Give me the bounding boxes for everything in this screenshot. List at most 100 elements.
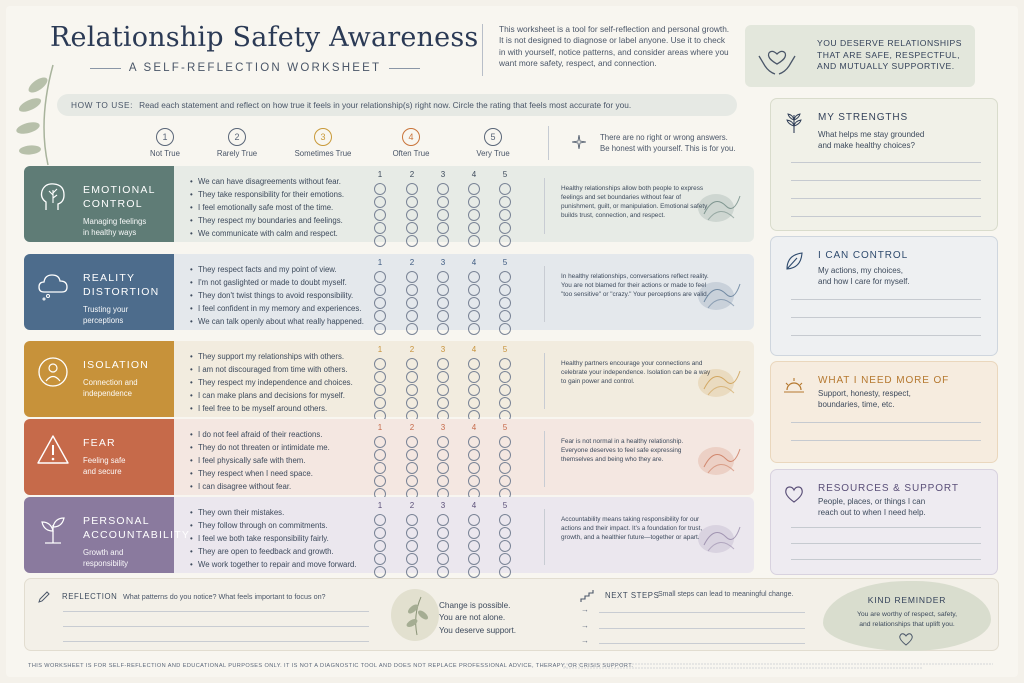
rating-circle[interactable]: [437, 297, 449, 309]
rating-circle[interactable]: [437, 235, 449, 247]
writing-line[interactable]: [791, 559, 981, 560]
rating-circle[interactable]: [406, 371, 418, 383]
rating-circle[interactable]: [374, 297, 386, 309]
rating-circle[interactable]: [374, 271, 386, 283]
rating-circle[interactable]: [499, 566, 511, 578]
rating-circle[interactable]: [499, 553, 511, 565]
rating-circle[interactable]: [406, 462, 418, 474]
rating-circle[interactable]: [499, 475, 511, 487]
writing-line[interactable]: [791, 317, 981, 318]
rating-circle[interactable]: [406, 475, 418, 487]
rating-circle[interactable]: [499, 297, 511, 309]
reflection-line[interactable]: [63, 611, 369, 612]
writing-line[interactable]: [791, 216, 981, 217]
rating-circle[interactable]: [406, 297, 418, 309]
rating-circle[interactable]: [468, 196, 480, 208]
rating-circle[interactable]: [374, 566, 386, 578]
rating-circle[interactable]: [437, 436, 449, 448]
rating-circle[interactable]: [437, 384, 449, 396]
rating-circle[interactable]: [406, 514, 418, 526]
rating-circle[interactable]: [374, 397, 386, 409]
rating-circle[interactable]: [374, 449, 386, 461]
rating-circle[interactable]: [437, 566, 449, 578]
rating-circle[interactable]: [468, 566, 480, 578]
rating-circle[interactable]: [499, 196, 511, 208]
rating-circle[interactable]: [499, 271, 511, 283]
rating-circle[interactable]: [468, 540, 480, 552]
rating-circle[interactable]: [437, 527, 449, 539]
rating-circle[interactable]: [374, 196, 386, 208]
next-step-line[interactable]: [599, 643, 805, 644]
rating-circle[interactable]: [406, 271, 418, 283]
rating-circle[interactable]: [406, 449, 418, 461]
rating-circle[interactable]: [499, 397, 511, 409]
rating-circle[interactable]: [406, 222, 418, 234]
rating-circle[interactable]: [468, 371, 480, 383]
writing-line[interactable]: [791, 543, 981, 544]
rating-circle[interactable]: [468, 183, 480, 195]
rating-circle[interactable]: [437, 209, 449, 221]
rating-circle[interactable]: [468, 449, 480, 461]
rating-circle[interactable]: [406, 553, 418, 565]
rating-circle[interactable]: [499, 222, 511, 234]
rating-circle[interactable]: [499, 527, 511, 539]
rating-circle[interactable]: [468, 235, 480, 247]
rating-circle[interactable]: [437, 540, 449, 552]
rating-circle[interactable]: [374, 371, 386, 383]
rating-circle[interactable]: [406, 436, 418, 448]
rating-circle[interactable]: [499, 235, 511, 247]
rating-circle[interactable]: [499, 323, 511, 335]
rating-circle[interactable]: [468, 514, 480, 526]
rating-circle[interactable]: [499, 358, 511, 370]
rating-circle[interactable]: [468, 209, 480, 221]
rating-circle[interactable]: [406, 397, 418, 409]
rating-circle[interactable]: [406, 310, 418, 322]
rating-circle[interactable]: [468, 323, 480, 335]
rating-circle[interactable]: [374, 540, 386, 552]
writing-line[interactable]: [791, 299, 981, 300]
rating-circle[interactable]: [468, 475, 480, 487]
rating-circle[interactable]: [468, 284, 480, 296]
rating-circle[interactable]: [437, 222, 449, 234]
rating-circle[interactable]: [468, 358, 480, 370]
rating-circle[interactable]: [406, 196, 418, 208]
rating-circle[interactable]: [499, 183, 511, 195]
rating-circle[interactable]: [437, 371, 449, 383]
rating-circle[interactable]: [406, 209, 418, 221]
rating-circle[interactable]: [406, 540, 418, 552]
rating-circle[interactable]: [374, 384, 386, 396]
rating-circle[interactable]: [468, 527, 480, 539]
rating-circle[interactable]: [499, 209, 511, 221]
rating-circle[interactable]: [499, 310, 511, 322]
rating-circle[interactable]: [374, 284, 386, 296]
rating-circle[interactable]: [437, 310, 449, 322]
rating-circle[interactable]: [374, 183, 386, 195]
rating-circle[interactable]: [437, 323, 449, 335]
rating-circle[interactable]: [468, 222, 480, 234]
rating-circle[interactable]: [437, 553, 449, 565]
reflection-line[interactable]: [63, 626, 369, 627]
rating-circle[interactable]: [437, 183, 449, 195]
next-step-line[interactable]: [599, 628, 805, 629]
rating-circle[interactable]: [406, 284, 418, 296]
rating-circle[interactable]: [437, 475, 449, 487]
rating-circle[interactable]: [374, 553, 386, 565]
writing-line[interactable]: [791, 440, 981, 441]
rating-circle[interactable]: [406, 566, 418, 578]
rating-circle[interactable]: [374, 235, 386, 247]
writing-line[interactable]: [791, 422, 981, 423]
rating-circle[interactable]: [468, 397, 480, 409]
rating-circle[interactable]: [406, 384, 418, 396]
rating-circle[interactable]: [374, 310, 386, 322]
rating-circle[interactable]: [468, 271, 480, 283]
rating-circle[interactable]: [406, 183, 418, 195]
rating-circle[interactable]: [437, 449, 449, 461]
rating-circle[interactable]: [374, 514, 386, 526]
rating-circle[interactable]: [374, 323, 386, 335]
rating-circle[interactable]: [499, 514, 511, 526]
rating-circle[interactable]: [499, 462, 511, 474]
rating-circle[interactable]: [374, 222, 386, 234]
next-step-line[interactable]: [599, 612, 805, 613]
rating-circle[interactable]: [437, 462, 449, 474]
rating-circle[interactable]: [374, 209, 386, 221]
